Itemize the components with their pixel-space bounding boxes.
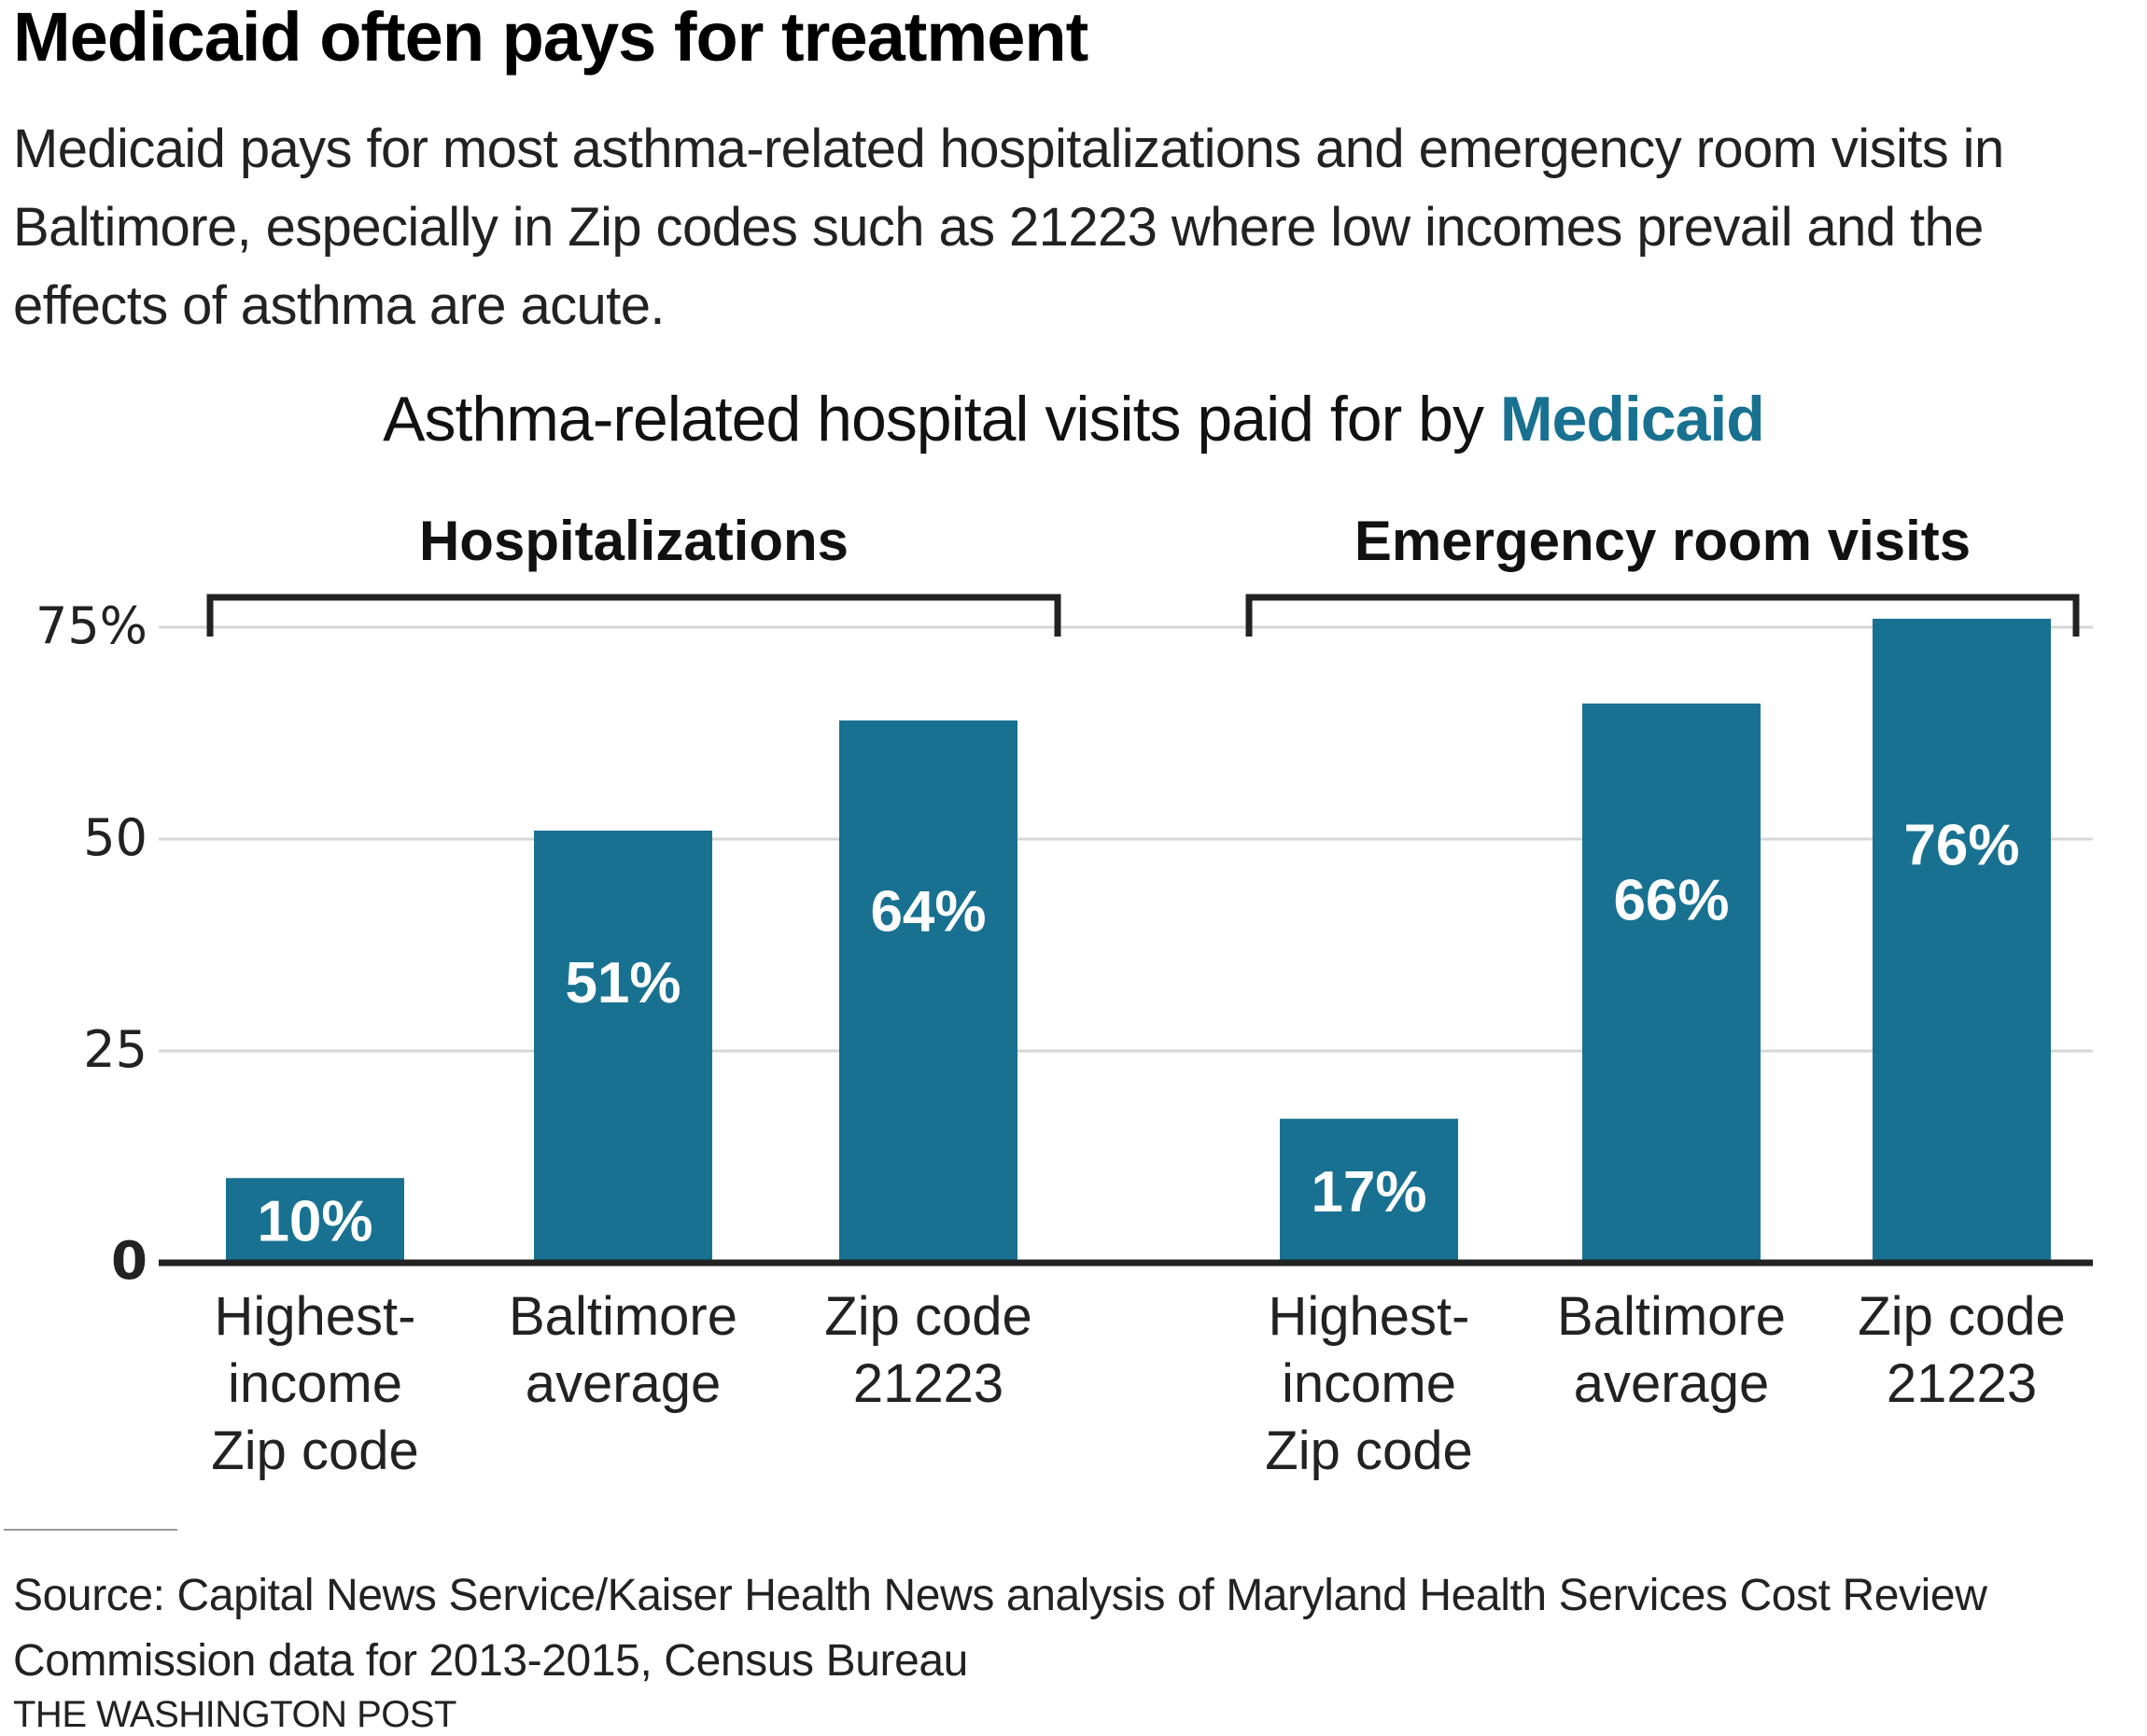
x-category-label: Highest- [215,1286,416,1347]
bar [534,830,712,1263]
source-note: Source: Capital News Service/Kaiser Heal… [13,1571,1987,1686]
y-tick-label: 75% [35,596,147,655]
y-tick-label: 50 [83,808,147,867]
bar-chart: 0 25 50 75% Hospitalizations 10% Highest-incom… [35,510,2093,1481]
x-category-label: Baltimore [1557,1286,1786,1347]
bar [839,720,1017,1263]
group-bracket [206,594,1061,637]
bar-value-label: 10% [257,1190,372,1254]
x-category-label: 21223 [853,1353,1003,1414]
x-category-label: income [1282,1353,1456,1414]
bar-value-label: 51% [565,951,681,1015]
y-tick-label: 25 [83,1020,147,1079]
x-category-label: average [526,1353,722,1414]
bar-value-label: 66% [1613,868,1729,932]
bar [1280,1118,1458,1263]
bar-value-label: 64% [870,879,986,944]
bar-value-label: 17% [1311,1160,1426,1225]
x-category-label: average [1574,1353,1770,1414]
group-bracket [1245,594,2080,637]
bar [226,1178,404,1263]
bar [1582,703,1761,1263]
x-category-label: income [228,1353,402,1414]
x-category-label: Zip code [211,1421,418,1481]
group-header: Hospitalizations [419,510,849,572]
page-subtitle: Medicaid pays for most asthma-related ho… [13,119,2004,336]
group-header: Emergency room visits [1354,510,1971,572]
chart-title: Asthma-related hospital visits paid for … [0,383,2147,455]
footer-divider [4,1529,177,1531]
bar [1873,618,2051,1263]
y-tick-label: 0 [111,1231,147,1292]
page-title: Medicaid often pays for treatment [13,0,1088,76]
x-category-label: Zip code [1265,1421,1472,1481]
bar-value-label: 76% [1903,813,2019,877]
x-category-label: 21223 [1887,1353,2037,1414]
x-category-label: Highest- [1269,1286,1470,1347]
chart-title-text: Asthma-related hospital visits paid for … [383,384,1484,455]
publisher-credit: THE WASHINGTON POST [13,1694,456,1735]
x-category-label: Baltimore [509,1286,737,1347]
x-category-label: Zip code [824,1286,1031,1347]
x-category-label: Zip code [1858,1286,2065,1347]
chart-title-accent: Medicaid [1499,384,1765,455]
